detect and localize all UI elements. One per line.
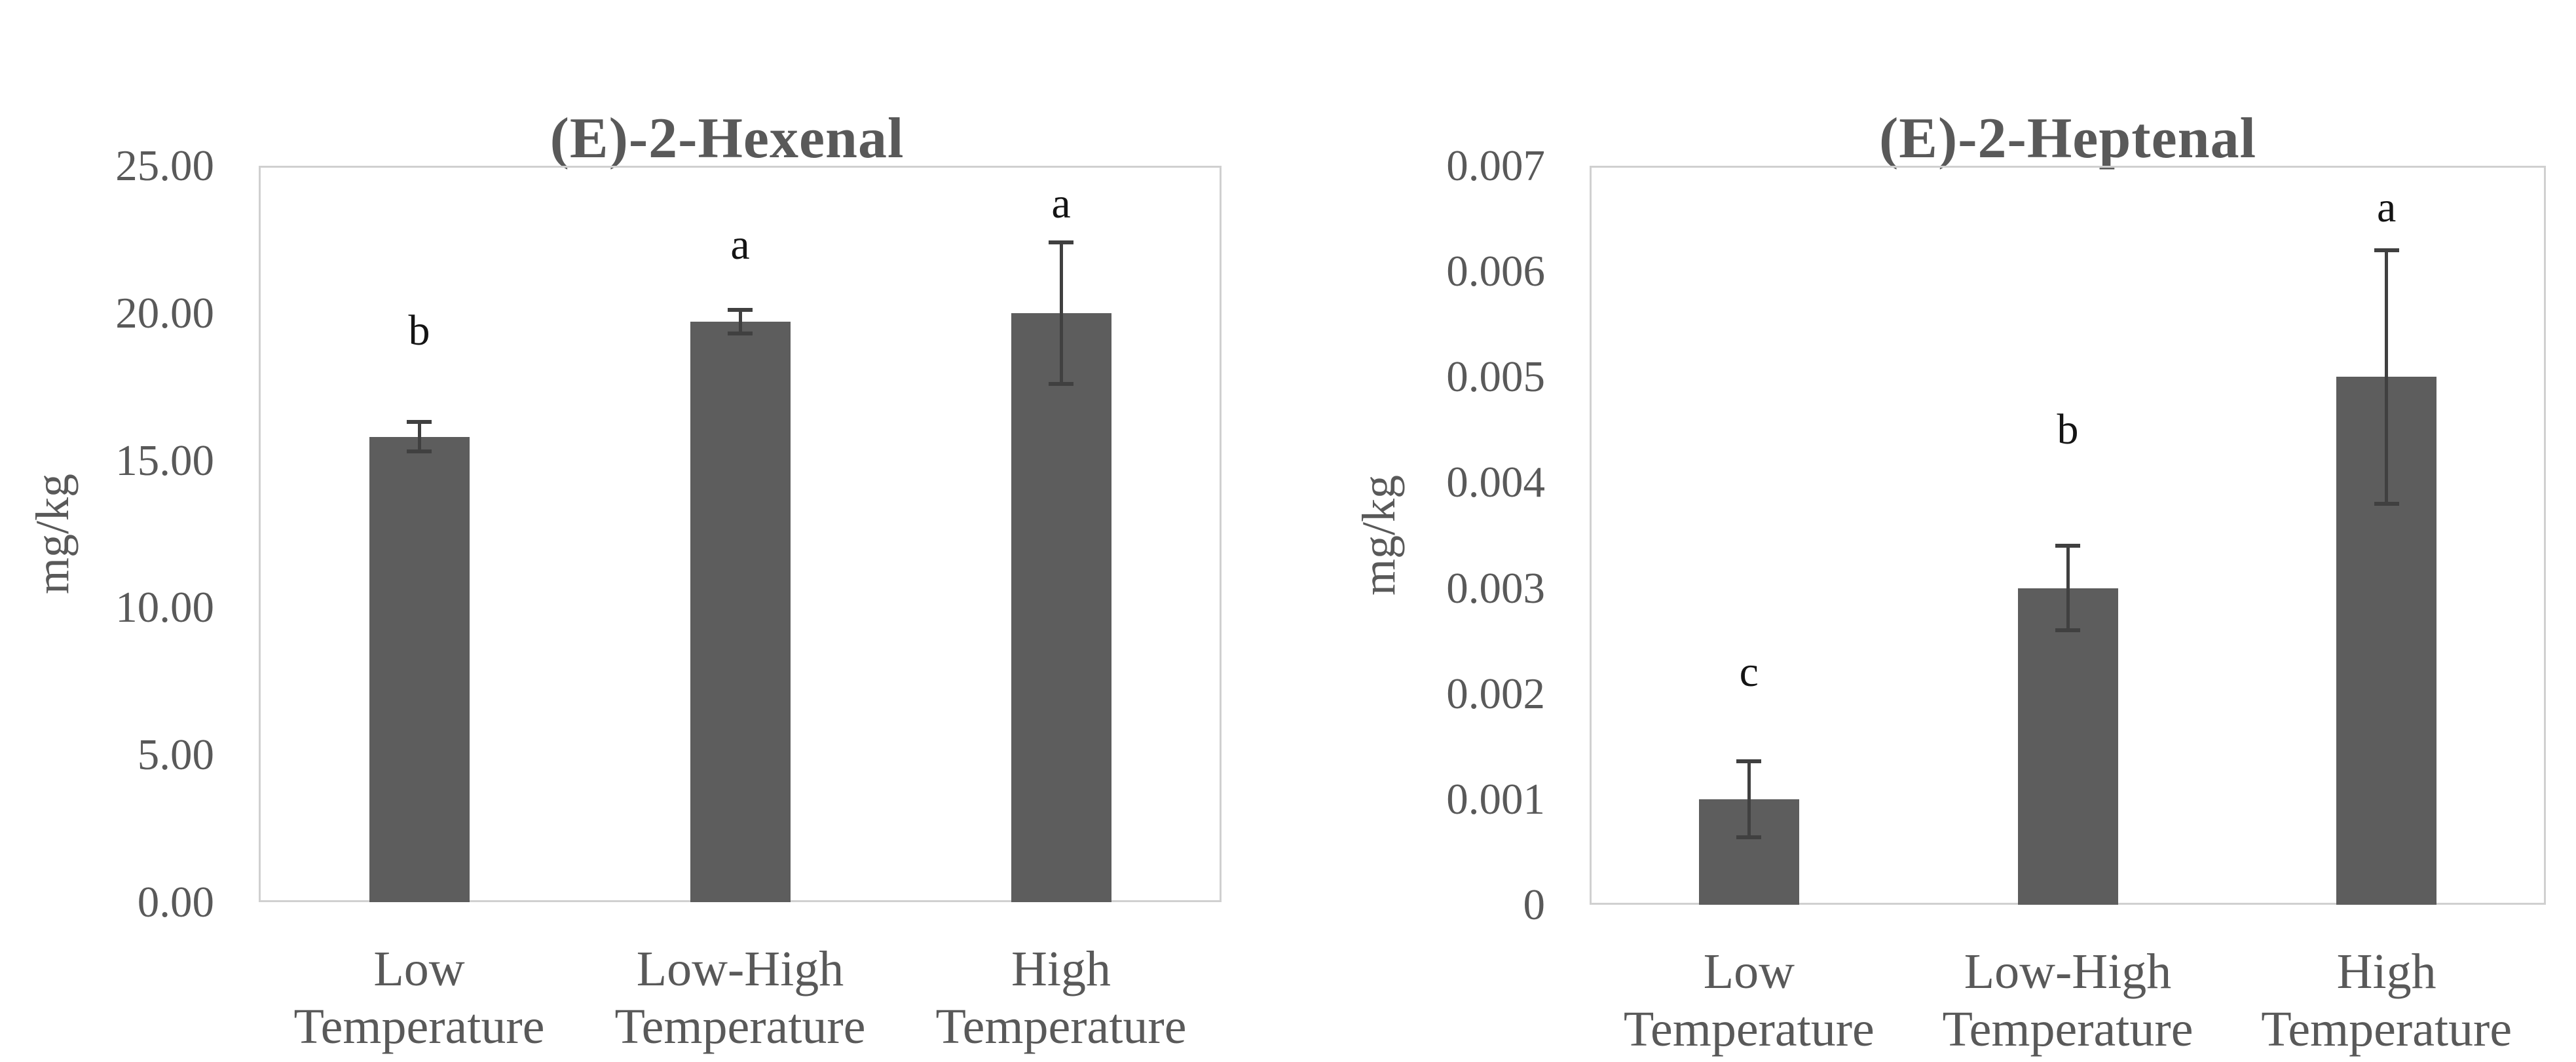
bar	[1698, 799, 1799, 905]
error-bar-cap-top	[407, 420, 432, 425]
x-category-label-line: Temperature	[293, 999, 545, 1054]
bar	[1011, 313, 1111, 902]
y-tick-label: 0.001	[1446, 774, 1545, 824]
x-category-label-line: Low-High	[636, 941, 844, 996]
plot-area-heptenal: 0 0.001 0.002 0.003 0.004 0.005 0.006 0.007 c Low…	[1446, 142, 2546, 1057]
error-bar-cap-bottom	[728, 332, 753, 336]
y-tick-label: 0.004	[1446, 458, 1545, 507]
sig-letter: a	[2377, 183, 2397, 232]
sig-letter: a	[730, 221, 750, 269]
error-bar-cap-top	[2055, 544, 2080, 548]
sig-letter: b	[408, 306, 430, 354]
error-bar-cap-top	[2374, 248, 2399, 252]
x-category-label-line: Temperature	[1942, 1002, 2193, 1057]
y-axis-title-hexenal: mg/kg	[26, 474, 79, 595]
x-category-label: Low Temperature	[249, 940, 589, 1055]
x-category-label-line: High	[2336, 944, 2436, 999]
error-bar-cap-top	[1736, 759, 1762, 763]
sig-letter: c	[1739, 648, 1759, 696]
y-tick-label: 25.00	[115, 142, 214, 190]
error-bar-cap-bottom	[2374, 501, 2399, 506]
y-tick-label: 10.00	[115, 583, 214, 632]
plot-area-hexenal: 0.00 5.00 10.00 15.00 20.00 25.00 b Low Temperat…	[115, 142, 1222, 1054]
error-bar-line	[2066, 546, 2070, 631]
y-tick-label: 0.00	[137, 878, 214, 926]
bar	[369, 436, 470, 902]
x-category-label-line: Temperature	[1623, 1002, 1875, 1057]
error-bar-cap-bottom	[407, 449, 432, 454]
x-category-label: Low-High Temperature	[570, 940, 910, 1055]
error-bar-line	[1747, 761, 1751, 837]
plot-border	[1590, 166, 2546, 905]
error-bar-cap-bottom	[1049, 381, 1073, 386]
error-bar-line	[1059, 242, 1063, 384]
error-bar-line	[738, 310, 742, 334]
x-category-label: High Temperature	[2216, 943, 2557, 1058]
x-category-label-line: Low-High	[1964, 944, 2172, 999]
error-bar-cap-bottom	[2055, 628, 2080, 633]
y-tick-label: 0.003	[1446, 563, 1545, 613]
error-bar-line	[417, 422, 421, 452]
bar	[2336, 377, 2437, 905]
y-tick-label: 20.00	[115, 288, 214, 337]
chart-title-hexenal: (E)-2-Hexenal	[550, 107, 905, 171]
x-category-label-line: Temperature	[935, 999, 1187, 1054]
y-tick-label: 0	[1523, 881, 1546, 929]
error-bar-cap-top	[1049, 240, 1073, 244]
x-category-label-line: Low	[1703, 944, 1795, 999]
sig-letter: b	[2057, 405, 2079, 453]
x-category-label-line: Temperature	[614, 999, 866, 1054]
x-category-label: Low Temperature	[1578, 943, 1919, 1058]
error-bar-cap-top	[728, 308, 753, 313]
bar	[2017, 588, 2118, 905]
y-tick-label: 0.005	[1446, 352, 1545, 402]
bar	[690, 322, 791, 902]
y-tick-label: 0.006	[1446, 247, 1545, 296]
error-bar-cap-bottom	[1736, 835, 1762, 839]
x-category-label: Low-High Temperature	[1897, 943, 2238, 1058]
x-category-label-line: Low	[373, 941, 465, 996]
y-tick-label: 15.00	[115, 436, 214, 485]
plot-border	[259, 166, 1222, 902]
y-tick-label: 0.002	[1446, 669, 1545, 718]
x-category-label: High Temperature	[891, 940, 1231, 1055]
x-category-label-line: High	[1011, 941, 1111, 996]
error-bar-line	[2385, 250, 2389, 504]
y-tick-label: 5.00	[137, 730, 214, 780]
y-tick-label: 0.007	[1446, 142, 1545, 190]
y-axis-title-heptenal: mg/kg	[1353, 475, 1405, 596]
sig-letter: a	[1051, 180, 1071, 228]
chart-title-heptenal: (E)-2-Heptenal	[1878, 107, 2257, 171]
x-category-label-line: Temperature	[2261, 1002, 2512, 1057]
